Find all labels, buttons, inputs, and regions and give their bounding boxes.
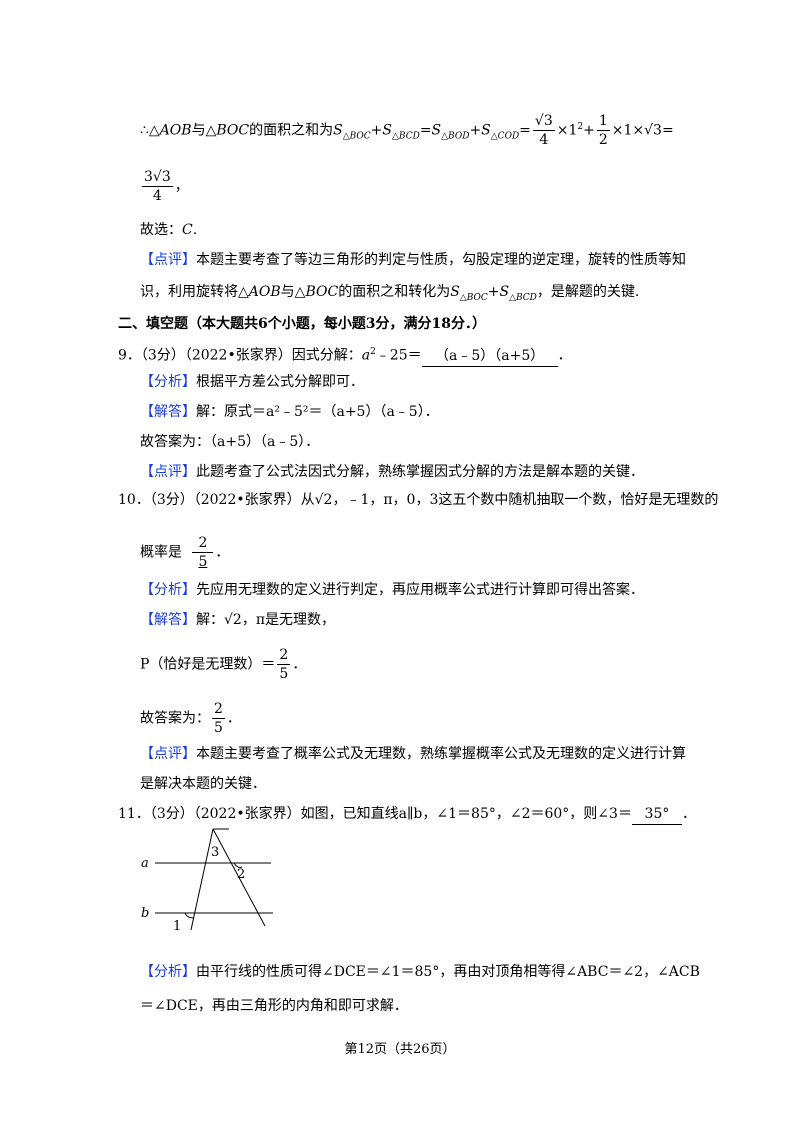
q11-analysis-1: 【分析】由平行线的性质可得∠DCE＝∠1＝85°，再由对顶角相等得∠ABC＝∠2… — [140, 964, 700, 980]
q9-review: 【点评】此题考查了公式法因式分解，熟练掌握因式分解的方法是解本题的关键． — [140, 464, 644, 480]
label-a: a — [141, 856, 149, 871]
q10-answer: 【解答】解：√2，π是无理数， — [140, 612, 336, 628]
question-11: 11．（3分）（2022•张家界）如图，已知直线a∥b，∠1＝85°，∠2＝60… — [118, 804, 696, 825]
q9-final: 故答案为：（a+5）（a﹣5）． — [140, 434, 320, 450]
question-9: 9．（3分）（2022•张家界）因式分解：a2﹣25＝ （a﹣5）（a+5）． — [118, 342, 572, 367]
q9-analysis: 【分析】根据平方差公式分解即可． — [140, 374, 364, 390]
answer-blank-11: 35° — [631, 804, 682, 825]
choice-line: 故选：C. — [140, 222, 198, 238]
review-line-2: 识，利用旋转将△AOB与△BOC的面积之和转化为S△BOC+S△BCD，是解题的… — [140, 284, 640, 303]
transversal-right — [212, 828, 266, 927]
solution-line-1: ∴△AOB与△BOC的面积之和为S△BOC+S△BCD=S△BOD+S△COD=… — [140, 113, 674, 148]
q10-line-2: 概率是 2 5 ． — [140, 534, 230, 571]
page-footer: 第12页（共26页） — [344, 1042, 456, 1057]
q11-analysis-2: ＝∠DCE，再由三角形的内角和即可求解． — [140, 998, 408, 1014]
label-1: 1 — [173, 919, 181, 934]
q9-answer: 【解答】解：原式＝a²﹣5²＝（a+5）（a﹣5）． — [140, 404, 439, 420]
question-10: 10．（3分）（2022•张家界）从√2，﹣1，π，0，3这五个数中随机抽取一个… — [118, 492, 719, 508]
q10-final: 故答案为： 2 5 ． — [140, 701, 241, 736]
q10-probability: P（恰好是无理数）＝ 2 5 ． — [140, 647, 307, 682]
geometry-figure: a b 3 2 1 — [141, 828, 273, 934]
angle-arc-2 — [233, 862, 243, 868]
angle-arc-1 — [184, 912, 195, 919]
answer-blank-9: （a﹣5）（a+5） — [421, 346, 558, 367]
solution-result-line: 3√3 4， — [142, 169, 189, 204]
q10-review-1: 【点评】本题主要考查了概率公式及无理数，熟练掌握概率公式及无理数的定义进行计算 — [140, 746, 686, 762]
fraction-sqrt3-over-4: √3 4 — [532, 113, 555, 148]
transversal-left — [190, 828, 214, 931]
label-3: 3 — [211, 845, 219, 860]
section-heading: 二、填空题（本大题共6个小题，每小题3分，满分18分．） — [118, 316, 486, 332]
review-tag: 【点评】 — [140, 252, 196, 268]
fraction-3sqrt3-over-4: 3√3 4 — [142, 169, 173, 204]
label-b: b — [141, 906, 149, 921]
review-line-1: 【点评】本题主要考查了等边三角形的判定与性质，勾股定理的逆定理，旋转的性质等知 — [140, 252, 686, 268]
q10-review-2: 是解决本题的关键． — [140, 776, 266, 792]
q10-analysis: 【分析】先应用无理数的定义进行判定，再应用概率公式进行计算即可得出答案． — [140, 582, 644, 598]
label-2: 2 — [237, 867, 245, 882]
